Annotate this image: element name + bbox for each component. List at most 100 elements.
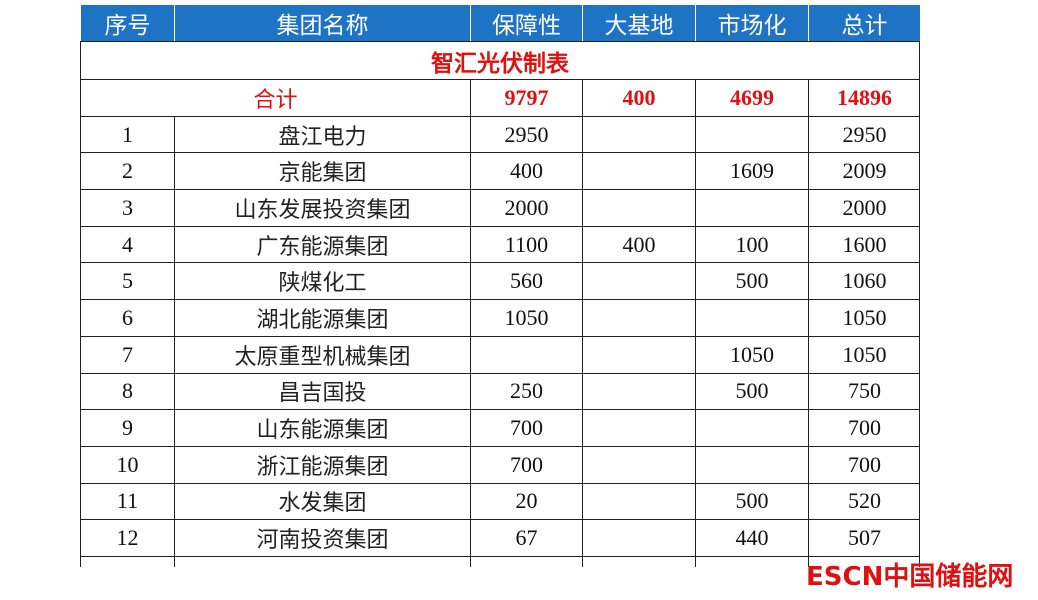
cell-value: 500 [695,483,808,520]
cell-value: 1050 [808,336,920,373]
grid-cell [174,556,470,567]
table-title: 智汇光伏制表 [431,50,569,77]
cell-value: 1600 [808,226,920,263]
data-row: 5 陕煤化工 560 500 1060 [80,263,920,301]
group-name: 广东能源集团 [174,226,470,263]
total-value: 400 [582,80,695,116]
cell-value: 1100 [470,226,582,263]
data-row: 9 山东能源集团 700 700 [80,410,920,447]
group-name: 盘江电力 [174,116,470,153]
total-value: 9797 [470,80,582,116]
cell-value: 1060 [808,263,920,300]
cell-value: 400 [582,226,695,263]
grid-cell [695,556,808,567]
total-value: 14896 [808,80,920,116]
cell-value: 8 [80,373,174,410]
cell-value: 1050 [470,300,582,336]
cell-value [695,300,808,336]
cell-value: 700 [808,446,920,483]
cell-value: 5 [80,263,174,300]
cell-value [582,116,695,153]
cell-value [582,410,695,446]
data-row: 12 河南投资集团 67 440 507 [80,520,920,557]
data-row: 6 湖北能源集团 1050 1050 [80,300,920,337]
group-name: 湖北能源集团 [174,300,470,336]
cell-value [582,263,695,300]
header-row: 序号 集团名称 保障性 大基地 市场化 总计 [80,5,920,42]
group-name: 京能集团 [174,153,470,190]
cell-value [582,520,695,556]
cell-value: 700 [470,410,582,446]
cell-value: 500 [695,263,808,300]
total-value: 4699 [695,80,808,116]
cell-value: 2 [80,153,174,190]
grid-cell [470,556,582,567]
data-row: 11 水发集团 20 500 520 [80,483,920,521]
header-cell: 总计 [808,5,920,41]
cell-value [582,153,695,190]
cell-value: 6 [80,300,174,336]
watermark-text: 中国储能网 [883,562,1014,592]
cell-value [582,373,695,410]
data-row: 2 京能集团 400 1609 2009 [80,153,920,191]
watermark: ESCN中国储能网 [806,556,1013,593]
header-cell: 集团名称 [174,5,470,41]
cell-value: 507 [808,520,920,556]
total-row: 合计 9797 400 4699 14896 [80,80,920,117]
cell-value: 750 [808,373,920,410]
cell-value: 3 [80,190,174,226]
group-name: 浙江能源集团 [174,446,470,483]
grid-cell [808,556,920,567]
data-row: 10 浙江能源集团 700 700 [80,446,920,484]
group-name: 山东能源集团 [174,410,470,446]
cell-value: 1609 [695,153,808,190]
cell-value [582,483,695,520]
watermark-brand: ESCN [806,562,884,592]
cell-value: 500 [695,373,808,410]
cell-value: 2950 [470,116,582,153]
cell-value [470,336,582,373]
cell-value [582,336,695,373]
table: 序号 集团名称 保障性 大基地 市场化 总计 智汇光伏制表 合计 9797 400 4699 1489… [80,5,920,567]
cell-value: 2950 [808,116,920,153]
cell-value: 100 [695,226,808,263]
cell-value: 560 [470,263,582,300]
header-cell: 大基地 [582,5,695,41]
grid-cell [80,556,174,567]
cell-value: 700 [470,446,582,483]
data-row: 7 太原重型机械集团 1050 1050 [80,336,920,374]
cell-value: 67 [470,520,582,556]
cell-value: 2000 [808,190,920,226]
cell-value [695,410,808,446]
cell-value: 440 [695,520,808,556]
cell-value: 20 [470,483,582,520]
cell-value: 520 [808,483,920,520]
group-name: 水发集团 [174,483,470,520]
group-name: 陕煤化工 [174,263,470,300]
title-row: 智汇光伏制表 [80,42,920,80]
group-name: 河南投资集团 [174,520,470,556]
partial-row [80,556,920,567]
cell-value: 12 [80,520,174,556]
cell-value: 2000 [470,190,582,226]
cell-value: 11 [80,483,174,520]
header-cell: 市场化 [695,5,808,41]
group-name: 山东发展投资集团 [174,190,470,226]
group-name: 太原重型机械集团 [174,336,470,373]
cell-value [695,190,808,226]
group-name: 昌吉国投 [174,373,470,410]
data-row: 4 广东能源集团 1100 400 100 1600 [80,226,920,264]
cell-value: 1050 [695,336,808,373]
cell-value: 400 [470,153,582,190]
header-cell: 保障性 [470,5,582,41]
cell-value [695,116,808,153]
data-row: 1 盘江电力 2950 2950 [80,116,920,154]
cell-value: 1 [80,116,174,153]
header-cell: 序号 [80,5,174,41]
cell-value [582,446,695,483]
total-label: 合计 [80,80,470,116]
cell-value: 10 [80,446,174,483]
data-row: 8 昌吉国投 250 500 750 [80,373,920,411]
cell-value: 2009 [808,153,920,190]
